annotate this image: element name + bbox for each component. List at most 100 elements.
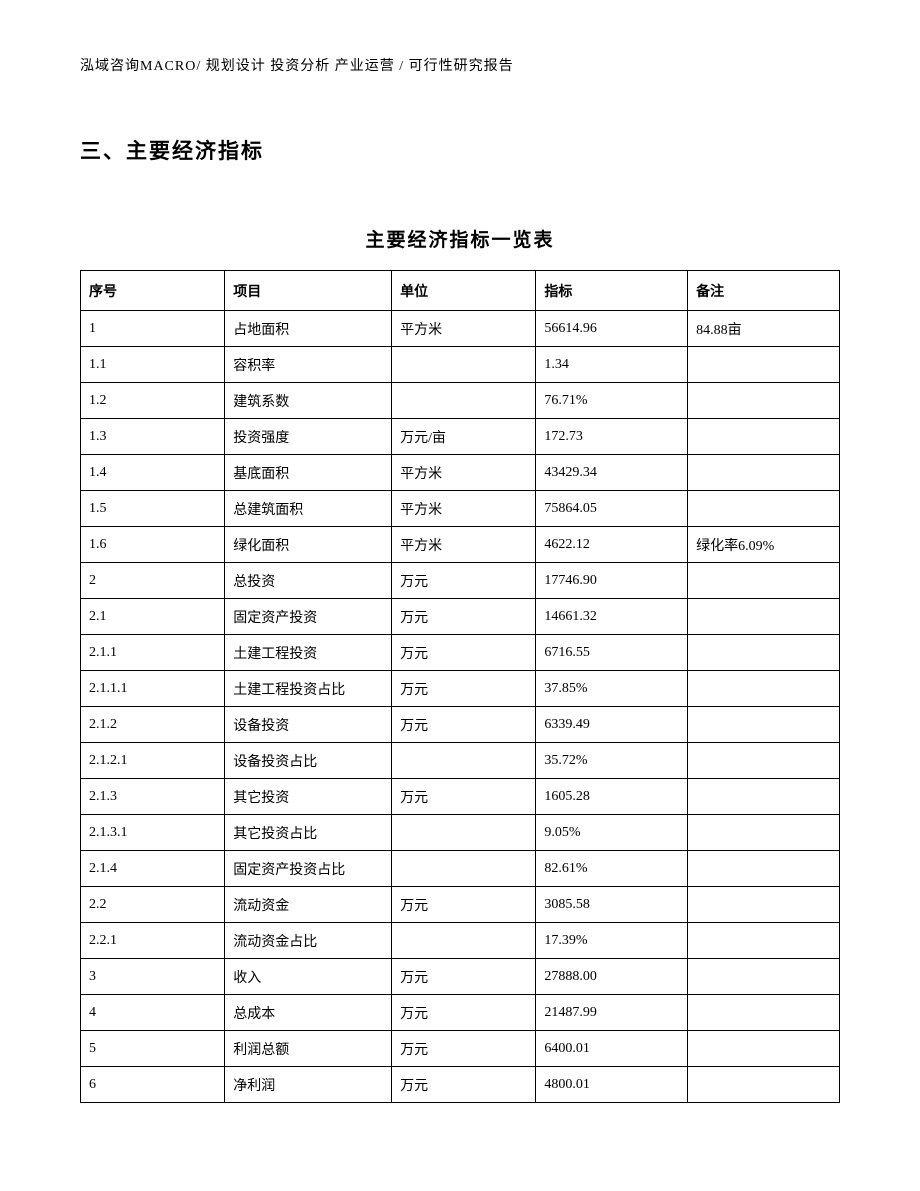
cell-seq: 2.1.3 bbox=[81, 779, 225, 815]
cell-indicator: 6400.01 bbox=[536, 1031, 688, 1067]
cell-remark bbox=[688, 491, 840, 527]
table-row: 4总成本万元21487.99 bbox=[81, 995, 840, 1031]
cell-unit: 万元 bbox=[392, 563, 536, 599]
cell-indicator: 17.39% bbox=[536, 923, 688, 959]
cell-seq: 5 bbox=[81, 1031, 225, 1067]
cell-unit: 万元 bbox=[392, 779, 536, 815]
table-row: 1.5总建筑面积平方米75864.05 bbox=[81, 491, 840, 527]
table-row: 1.4基底面积平方米43429.34 bbox=[81, 455, 840, 491]
cell-unit bbox=[392, 815, 536, 851]
table-row: 5利润总额万元6400.01 bbox=[81, 1031, 840, 1067]
table-row: 2.2流动资金万元3085.58 bbox=[81, 887, 840, 923]
cell-seq: 6 bbox=[81, 1067, 225, 1103]
cell-item: 其它投资 bbox=[225, 779, 392, 815]
cell-remark bbox=[688, 1067, 840, 1103]
table-row: 2.1.4固定资产投资占比82.61% bbox=[81, 851, 840, 887]
cell-indicator: 4800.01 bbox=[536, 1067, 688, 1103]
cell-seq: 1.3 bbox=[81, 419, 225, 455]
cell-indicator: 4622.12 bbox=[536, 527, 688, 563]
col-header-remark: 备注 bbox=[688, 271, 840, 311]
cell-seq: 2.2 bbox=[81, 887, 225, 923]
table-row: 2.1.1土建工程投资万元6716.55 bbox=[81, 635, 840, 671]
cell-indicator: 43429.34 bbox=[536, 455, 688, 491]
cell-indicator: 6339.49 bbox=[536, 707, 688, 743]
cell-remark bbox=[688, 419, 840, 455]
cell-remark bbox=[688, 779, 840, 815]
cell-unit bbox=[392, 743, 536, 779]
cell-indicator: 172.73 bbox=[536, 419, 688, 455]
cell-seq: 2.1.1 bbox=[81, 635, 225, 671]
cell-remark bbox=[688, 671, 840, 707]
cell-indicator: 17746.90 bbox=[536, 563, 688, 599]
cell-seq: 1.2 bbox=[81, 383, 225, 419]
cell-remark bbox=[688, 743, 840, 779]
table-row: 2总投资万元17746.90 bbox=[81, 563, 840, 599]
cell-unit: 万元 bbox=[392, 1067, 536, 1103]
cell-remark bbox=[688, 563, 840, 599]
document-page: 泓域咨询MACRO/ 规划设计 投资分析 产业运营 / 可行性研究报告 三、主要… bbox=[0, 0, 920, 1143]
cell-remark: 绿化率6.09% bbox=[688, 527, 840, 563]
cell-item: 流动资金占比 bbox=[225, 923, 392, 959]
table-row: 2.2.1流动资金占比17.39% bbox=[81, 923, 840, 959]
cell-unit: 万元 bbox=[392, 995, 536, 1031]
cell-remark bbox=[688, 707, 840, 743]
table-row: 2.1.2设备投资万元6339.49 bbox=[81, 707, 840, 743]
cell-remark bbox=[688, 599, 840, 635]
cell-indicator: 6716.55 bbox=[536, 635, 688, 671]
cell-unit: 平方米 bbox=[392, 527, 536, 563]
cell-item: 固定资产投资占比 bbox=[225, 851, 392, 887]
cell-indicator: 9.05% bbox=[536, 815, 688, 851]
section-heading: 三、主要经济指标 bbox=[80, 135, 840, 165]
cell-item: 其它投资占比 bbox=[225, 815, 392, 851]
col-header-unit: 单位 bbox=[392, 271, 536, 311]
cell-seq: 1 bbox=[81, 311, 225, 347]
cell-indicator: 14661.32 bbox=[536, 599, 688, 635]
table-row: 1.3投资强度万元/亩172.73 bbox=[81, 419, 840, 455]
table-row: 6净利润万元4800.01 bbox=[81, 1067, 840, 1103]
cell-seq: 2.1.2 bbox=[81, 707, 225, 743]
cell-indicator: 56614.96 bbox=[536, 311, 688, 347]
cell-unit: 万元 bbox=[392, 599, 536, 635]
cell-remark bbox=[688, 887, 840, 923]
table-row: 2.1.3其它投资万元1605.28 bbox=[81, 779, 840, 815]
table-row: 1.6绿化面积平方米4622.12绿化率6.09% bbox=[81, 527, 840, 563]
cell-unit bbox=[392, 851, 536, 887]
cell-item: 设备投资 bbox=[225, 707, 392, 743]
cell-unit: 平方米 bbox=[392, 311, 536, 347]
cell-indicator: 1.34 bbox=[536, 347, 688, 383]
cell-seq: 1.1 bbox=[81, 347, 225, 383]
cell-item: 绿化面积 bbox=[225, 527, 392, 563]
col-header-item: 项目 bbox=[225, 271, 392, 311]
table-row: 1.2建筑系数76.71% bbox=[81, 383, 840, 419]
table-title: 主要经济指标一览表 bbox=[80, 225, 840, 252]
cell-remark bbox=[688, 995, 840, 1031]
cell-seq: 2.1.2.1 bbox=[81, 743, 225, 779]
table-row: 3收入万元27888.00 bbox=[81, 959, 840, 995]
cell-item: 基底面积 bbox=[225, 455, 392, 491]
cell-item: 建筑系数 bbox=[225, 383, 392, 419]
cell-item: 固定资产投资 bbox=[225, 599, 392, 635]
col-header-seq: 序号 bbox=[81, 271, 225, 311]
cell-unit: 万元 bbox=[392, 887, 536, 923]
cell-item: 投资强度 bbox=[225, 419, 392, 455]
cell-unit: 万元 bbox=[392, 1031, 536, 1067]
cell-unit: 万元 bbox=[392, 707, 536, 743]
cell-remark bbox=[688, 815, 840, 851]
cell-unit: 万元/亩 bbox=[392, 419, 536, 455]
cell-indicator: 35.72% bbox=[536, 743, 688, 779]
cell-indicator: 82.61% bbox=[536, 851, 688, 887]
cell-item: 利润总额 bbox=[225, 1031, 392, 1067]
cell-item: 土建工程投资 bbox=[225, 635, 392, 671]
cell-remark bbox=[688, 923, 840, 959]
economic-indicators-table: 序号 项目 单位 指标 备注 1占地面积平方米56614.9684.88亩 1.… bbox=[80, 270, 840, 1103]
cell-unit bbox=[392, 383, 536, 419]
cell-unit bbox=[392, 347, 536, 383]
cell-seq: 1.4 bbox=[81, 455, 225, 491]
cell-seq: 2.1 bbox=[81, 599, 225, 635]
cell-remark bbox=[688, 851, 840, 887]
cell-item: 占地面积 bbox=[225, 311, 392, 347]
table-row: 1.1容积率1.34 bbox=[81, 347, 840, 383]
cell-indicator: 1605.28 bbox=[536, 779, 688, 815]
cell-seq: 2 bbox=[81, 563, 225, 599]
table-row: 2.1.2.1设备投资占比35.72% bbox=[81, 743, 840, 779]
